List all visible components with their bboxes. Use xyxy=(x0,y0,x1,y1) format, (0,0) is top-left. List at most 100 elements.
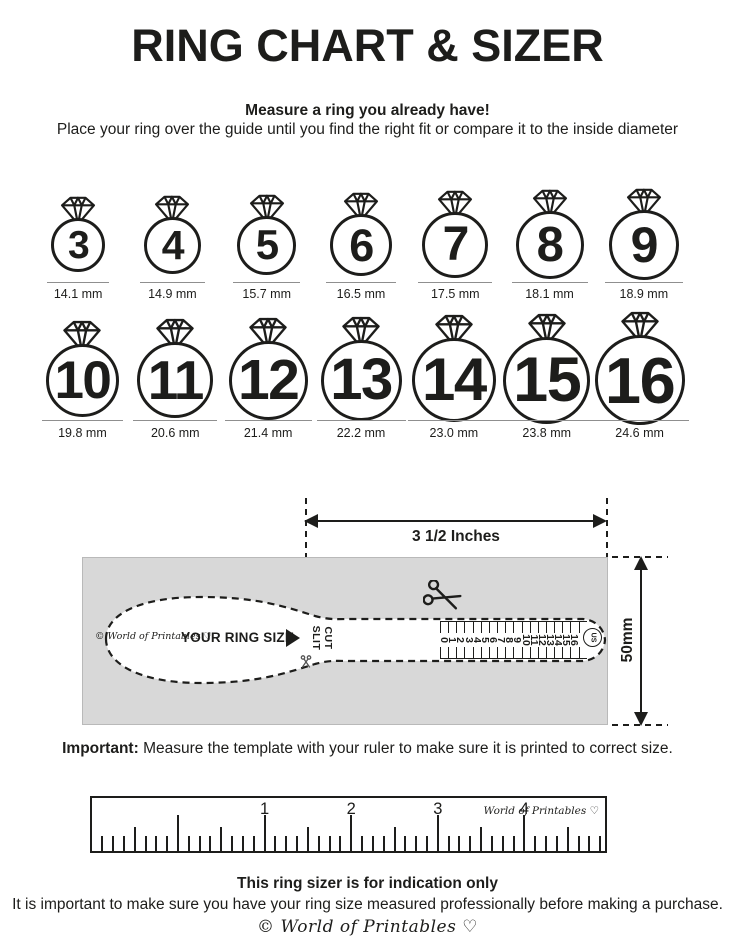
ruler-tick xyxy=(566,827,569,851)
scale-tick xyxy=(448,621,457,633)
ring-size-item: 13 22.2 mm xyxy=(315,305,408,450)
diameter-underline xyxy=(590,420,689,421)
ruler-tick xyxy=(458,836,461,851)
ruler-tick xyxy=(339,836,342,851)
ring-diameter-label: 16.5 mm xyxy=(336,287,386,301)
ruler-tick xyxy=(523,815,526,851)
ruler-tick xyxy=(155,836,158,851)
ring-size-number: 9 xyxy=(630,217,659,273)
arrow-left-icon xyxy=(304,514,318,528)
scale-tick xyxy=(545,621,555,633)
ruler-tick xyxy=(252,836,255,851)
important-text: Measure the template with your ruler to … xyxy=(143,740,673,757)
sizer-print-area: © World of Printables ♡ YOUR RING SIZE C… xyxy=(82,557,608,725)
ruler-tick xyxy=(447,836,450,851)
ruler-tick xyxy=(512,836,515,851)
ruler-tick xyxy=(177,815,179,851)
ring-size-number: 5 xyxy=(255,221,279,268)
ring-size-circle: 6 xyxy=(329,214,392,276)
ring-size-item: 12 21.4 mm xyxy=(222,305,315,450)
ring-diameter-label: 15.7 mm xyxy=(242,287,292,301)
ruler-tick xyxy=(306,827,309,851)
width-dimension-line xyxy=(309,520,595,522)
ring-size-circle: 14 xyxy=(411,338,496,422)
width-dimension-label: 3 1/2 Inches xyxy=(412,528,500,545)
ruler-tick xyxy=(415,836,418,851)
scale-tick xyxy=(562,647,571,659)
ring-diameter-label: 21.4 mm xyxy=(243,426,293,440)
scale-tick xyxy=(480,621,489,633)
scale-tick xyxy=(554,621,563,633)
ring-size-circle: 7 xyxy=(422,212,489,278)
important-label: Important: xyxy=(62,740,139,757)
scale-tick xyxy=(472,647,481,659)
ring-size-circle: 5 xyxy=(237,215,297,275)
sizer-brand-text: © World of Printables ♡ xyxy=(95,631,213,642)
sizer-template-section: 3 1/2 Inches © World of Printables ♡ YOU… xyxy=(0,488,735,740)
dimension-dash-right xyxy=(606,498,608,557)
ring-size-number: 15 xyxy=(513,344,582,415)
scale-number: 16 xyxy=(568,634,581,646)
ruler-tick xyxy=(480,827,483,851)
sizer-cutout-outline xyxy=(104,595,607,685)
ruler-tick xyxy=(577,836,580,851)
diameter-underline xyxy=(233,282,301,283)
ruler-tick xyxy=(220,827,223,851)
scale-tick xyxy=(578,621,587,633)
ring-size-circle: 12 xyxy=(228,340,308,420)
scale-tick xyxy=(562,621,571,633)
ring-size-circle: 4 xyxy=(143,216,201,274)
ring-size-number: 8 xyxy=(536,217,564,272)
diameter-underline xyxy=(41,420,123,421)
ring-chart-row-1: 3 14.1 mm 4 14.9 mm 5 15.7 mm 6 16.5 mm 7 17.5 mm… xyxy=(31,170,691,303)
ruler-tick xyxy=(187,836,190,851)
ruler-tick xyxy=(231,836,234,851)
scale-tick xyxy=(456,647,465,659)
scale-tick xyxy=(456,621,465,633)
ring-diameter-label: 23.8 mm xyxy=(522,426,572,440)
your-ring-size-label: YOUR RING SIZE xyxy=(181,630,295,645)
scale-tick xyxy=(480,647,489,659)
ruler-tick xyxy=(317,836,320,851)
scale-tick xyxy=(440,647,449,659)
ruler-tick xyxy=(296,836,299,851)
ruler-tick xyxy=(198,836,201,851)
ring-size-circle: 8 xyxy=(515,211,584,279)
ring-size-item: 9 18.9 mm xyxy=(597,170,691,303)
printable-ruler: World of Printables ♡ 1 2 3 4 xyxy=(90,796,607,853)
diameter-underline xyxy=(47,282,110,283)
ruler-tick xyxy=(588,836,591,851)
ring-size-item: 14 23.0 mm xyxy=(407,305,500,450)
ruler-number: 3 xyxy=(433,800,443,818)
ruler-tick xyxy=(425,836,428,851)
ring-size-number: 3 xyxy=(68,223,90,267)
ring-size-item: 3 14.1 mm xyxy=(31,170,125,303)
scale-tick xyxy=(464,647,473,659)
ruler-tick xyxy=(122,836,125,851)
ring-diameter-label: 14.1 mm xyxy=(53,287,103,301)
diameter-underline xyxy=(133,420,218,421)
diameter-underline xyxy=(325,282,396,283)
footer-heading: This ring sizer is for indication only xyxy=(237,875,498,892)
important-note: Important: Measure the template with you… xyxy=(0,740,735,758)
arrow-up-icon xyxy=(634,556,648,570)
arrow-right-icon xyxy=(593,514,607,528)
scale-tick xyxy=(497,647,506,659)
ruler-tick xyxy=(469,836,472,851)
diameter-underline xyxy=(316,420,406,421)
ruler-tick xyxy=(112,836,115,851)
diameter-underline xyxy=(224,420,312,421)
scale-tick xyxy=(448,647,457,659)
footer-brand-text: © World of Printables ♡ xyxy=(257,917,478,937)
ring-size-number: 14 xyxy=(421,346,487,413)
scale-tick xyxy=(505,647,514,659)
height-dimension-label: 50mm xyxy=(619,617,636,663)
scale-tick xyxy=(440,621,449,633)
diameter-underline xyxy=(407,420,500,421)
ring-size-number: 7 xyxy=(442,218,470,271)
ring-size-item: 15 23.8 mm xyxy=(499,305,595,450)
ring-size-circle: 15 xyxy=(503,336,591,424)
ruler-tick xyxy=(361,836,364,851)
scale-tick xyxy=(488,621,498,633)
ruler-tick xyxy=(209,836,212,851)
